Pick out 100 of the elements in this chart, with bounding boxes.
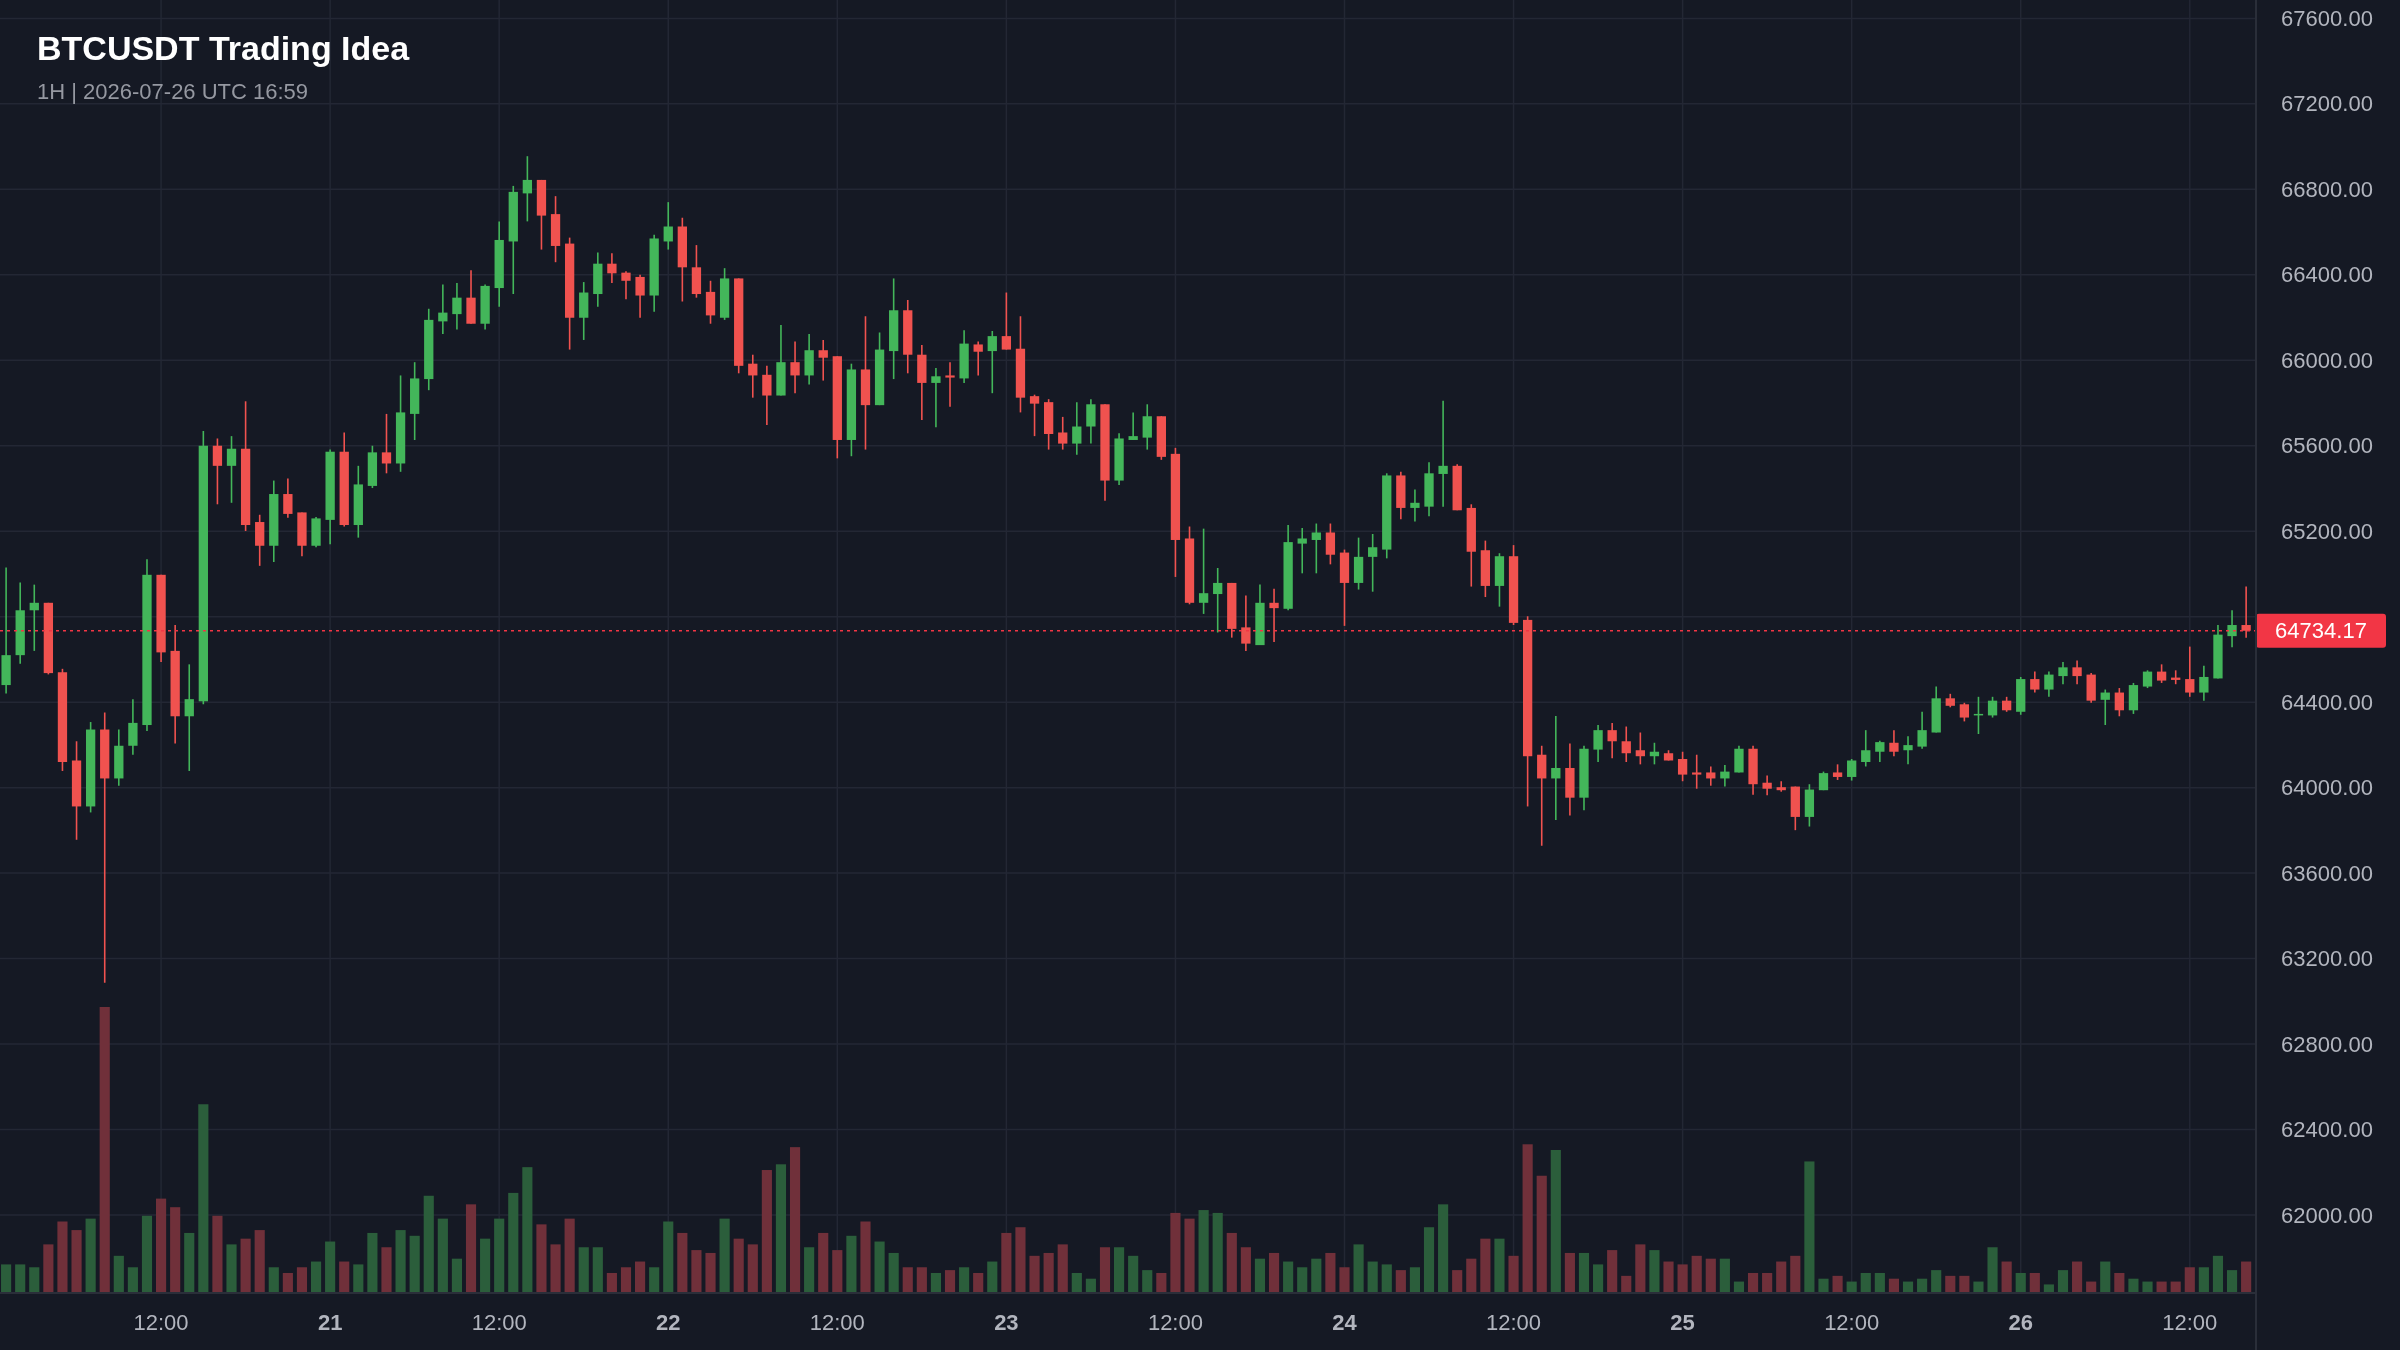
candlestick <box>1410 488 1420 523</box>
bar <box>212 1215 223 1293</box>
y-tick-label: 66800.00 <box>2281 176 2373 202</box>
bar <box>451 1258 462 1293</box>
bar <box>1508 1255 1519 1293</box>
x-tick-label: 12:00 <box>1824 1310 1880 1335</box>
bar <box>296 1267 308 1293</box>
bar <box>1071 1272 1082 1293</box>
bar <box>437 1218 448 1293</box>
bar <box>240 1238 251 1293</box>
bar <box>2043 1284 2054 1293</box>
candlestick <box>818 339 828 382</box>
candlestick <box>1720 764 1730 788</box>
bar <box>2001 1261 2012 1293</box>
candlestick <box>1677 750 1688 783</box>
candlestick <box>1903 735 1913 766</box>
y-tick-label: 64400.00 <box>2281 689 2373 715</box>
x-tick-label: 23 <box>994 1310 1019 1335</box>
candlestick <box>1635 731 1645 766</box>
candlestick <box>1213 567 1223 634</box>
candlestick <box>1368 533 1378 593</box>
candlestick <box>2156 663 2167 684</box>
bar <box>1593 1264 1604 1293</box>
bar <box>930 1272 941 1293</box>
candlestick <box>1029 393 1040 437</box>
bar <box>423 1195 434 1293</box>
candlestick <box>1198 527 1209 615</box>
x-tick-label: 25 <box>1670 1310 1695 1335</box>
bar <box>480 1238 491 1293</box>
candlestick <box>1762 774 1772 797</box>
bar <box>1832 1275 1843 1293</box>
bar <box>1747 1272 1759 1293</box>
bar <box>226 1244 237 1293</box>
bar <box>705 1252 716 1293</box>
bar <box>113 1255 124 1293</box>
bar <box>2226 1270 2238 1293</box>
bar <box>719 1218 730 1293</box>
y-tick-label: 66400.00 <box>2281 262 2373 288</box>
y-tick-label: 62400.00 <box>2281 1117 2373 1143</box>
bar <box>2100 1261 2111 1293</box>
candlestick <box>255 513 265 567</box>
candlestick <box>1776 780 1786 793</box>
candlestick <box>945 361 955 408</box>
candlestick <box>1847 758 1857 782</box>
bar <box>747 1244 758 1293</box>
bar <box>2114 1272 2125 1293</box>
bar <box>1790 1255 1801 1293</box>
candlestick <box>2199 665 2209 702</box>
candlestick <box>1142 403 1152 451</box>
candlestick <box>1987 696 1998 719</box>
bar <box>1423 1227 1435 1293</box>
bar <box>1874 1272 1885 1293</box>
candlestick <box>381 413 392 475</box>
x-tick-label: 12:00 <box>471 1310 527 1335</box>
candlestick <box>1537 744 1547 847</box>
y-tick-label: 65600.00 <box>2281 433 2373 459</box>
bar <box>564 1218 575 1293</box>
bar <box>1494 1238 1505 1293</box>
bar <box>170 1207 181 1293</box>
bar <box>944 1270 956 1293</box>
candlestick <box>748 353 758 399</box>
bar <box>1381 1264 1392 1293</box>
bar <box>775 1164 787 1293</box>
bar <box>1353 1244 1364 1293</box>
bar <box>536 1224 547 1293</box>
candlestick <box>212 437 223 506</box>
bar <box>1973 1281 1984 1293</box>
x-tick-label: 12:00 <box>1147 1310 1203 1335</box>
bar <box>916 1267 927 1293</box>
text: 1H | 2026-07-26 UTC 16:59 <box>37 79 309 104</box>
bar <box>804 1247 815 1293</box>
candlestick <box>2227 609 2237 649</box>
bar <box>2029 1272 2040 1293</box>
bar <box>465 1204 477 1293</box>
y-tick-label: 63600.00 <box>2281 860 2373 886</box>
bar <box>2184 1267 2195 1293</box>
bar <box>254 1230 265 1293</box>
x-tick-label: 26 <box>2008 1310 2033 1335</box>
bar <box>959 1267 970 1293</box>
bar <box>1776 1261 1787 1293</box>
x-tick-label: 24 <box>1332 1310 1358 1335</box>
text: BTCUSDT Trading Idea <box>37 29 411 67</box>
bar <box>268 1267 279 1293</box>
candlestick <box>2058 661 2068 686</box>
y-tick-label: 65200.00 <box>2281 518 2373 544</box>
candlestick <box>705 279 716 325</box>
candlestick <box>1325 522 1336 566</box>
bar <box>1480 1238 1491 1293</box>
bar <box>1128 1255 1139 1293</box>
bar <box>184 1232 195 1293</box>
candlestick <box>1621 725 1631 763</box>
candlestick <box>1734 744 1744 774</box>
y-tick-label: 62000.00 <box>2281 1202 2373 1228</box>
bar <box>2128 1278 2139 1293</box>
bar <box>508 1192 519 1293</box>
bar <box>649 1267 660 1293</box>
bar <box>973 1272 984 1293</box>
candlestick <box>2241 585 2251 639</box>
candlestick <box>2030 670 2040 694</box>
candlestick <box>635 274 645 319</box>
